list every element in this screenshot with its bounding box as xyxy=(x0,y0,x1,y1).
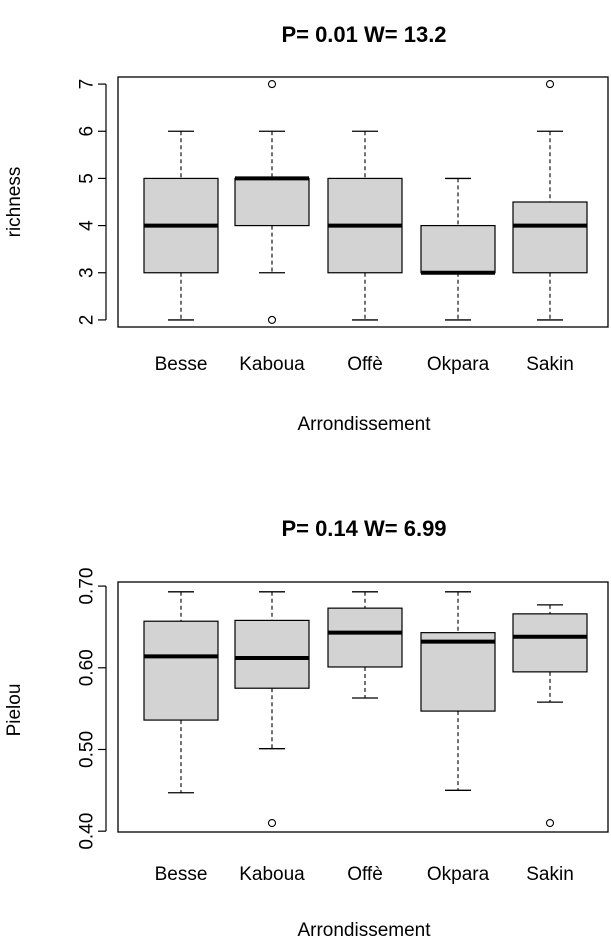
plot-frame xyxy=(117,581,609,833)
box-iqr xyxy=(143,620,219,721)
box-Sakin xyxy=(512,604,588,828)
box-iqr xyxy=(420,224,496,274)
outlier-point xyxy=(267,80,277,89)
x-tick-label: Okpara xyxy=(427,354,490,375)
x-tick-label: Kaboua xyxy=(239,864,305,885)
y-tick-label: 2 xyxy=(77,315,98,326)
y-axis-label: Pielou xyxy=(4,684,25,737)
box-Kaboua xyxy=(234,591,310,828)
box-iqr xyxy=(234,619,310,689)
y-axis-label: richness xyxy=(4,167,25,238)
y-tick-label: 7 xyxy=(77,79,98,90)
plot-frame xyxy=(117,76,609,328)
outlier-point xyxy=(545,818,555,828)
x-tick-label: Sakin xyxy=(526,354,574,375)
x-tick-label: Sakin xyxy=(526,864,574,885)
box-iqr xyxy=(327,607,403,668)
box-Besse xyxy=(143,130,219,321)
outlier-point xyxy=(267,818,277,828)
y-tick-label: 4 xyxy=(77,220,98,231)
plot-marks: 0.40 0.50 0.60 0.70 Besse Kaboua Offè Okpara Sak… xyxy=(77,568,588,885)
y-tick-label: 0.70 xyxy=(77,568,98,605)
box-iqr xyxy=(512,201,588,274)
outlier-point xyxy=(545,80,555,89)
y-tick-label: 0.40 xyxy=(77,813,98,850)
chart-title: P= 0.14 W= 6.99 xyxy=(281,516,446,541)
box-Okpara xyxy=(420,177,496,321)
x-axis-label: Arrondissement xyxy=(297,414,431,435)
x-tick-label: Okpara xyxy=(427,864,490,885)
box-Kaboua xyxy=(234,80,310,324)
x-tick-label: Kaboua xyxy=(239,354,305,375)
box-Besse xyxy=(143,591,219,794)
box-Sakin xyxy=(512,80,588,321)
box-iqr xyxy=(420,632,496,712)
pielou-boxplot-panel: P= 0.14 W= 6.99 Arrondissement Pielou 0.… xyxy=(4,516,609,941)
richness-boxplot-panel: P= 0.01 W= 13.2 Arrondissement richness … xyxy=(4,22,609,435)
y-tick-label: 5 xyxy=(77,173,98,184)
outlier-point xyxy=(267,315,277,324)
chart-title: P= 0.01 W= 13.2 xyxy=(281,22,446,47)
box-iqr xyxy=(512,613,588,673)
box-Okpara xyxy=(420,591,496,791)
y-tick-label: 6 xyxy=(77,126,98,137)
y-tick-label: 0.60 xyxy=(77,649,98,686)
plot-marks: 2 3 4 5 6 7 Besse Kaboua Offè Okpara Sakin xyxy=(77,79,588,375)
x-tick-label: Besse xyxy=(155,354,208,375)
box-Offè xyxy=(327,130,403,321)
x-axis-label: Arrondissement xyxy=(297,920,431,941)
x-tick-label: Offè xyxy=(347,864,383,885)
x-tick-label: Offè xyxy=(347,354,383,375)
box-Offè xyxy=(327,591,403,699)
y-tick-label: 3 xyxy=(77,267,98,278)
box-iqr xyxy=(234,177,310,227)
y-tick-label: 0.50 xyxy=(77,731,98,768)
x-tick-label: Besse xyxy=(155,864,208,885)
